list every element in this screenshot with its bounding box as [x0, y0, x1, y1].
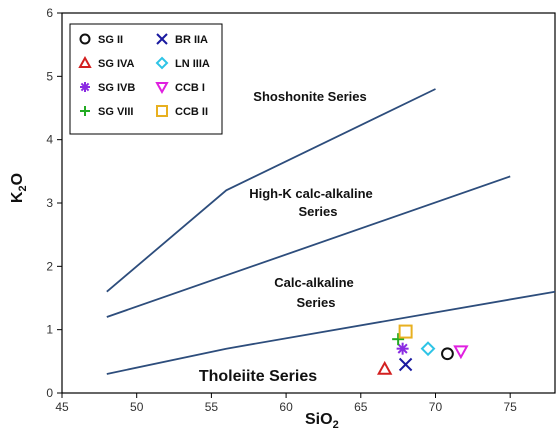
- x-tick-label: 75: [504, 400, 518, 414]
- legend-label: SG IVA: [98, 58, 135, 70]
- y-tick-label: 4: [46, 133, 53, 147]
- data-points: [376, 324, 469, 375]
- legend-item-sg-ii: SG II: [79, 33, 123, 46]
- y-axis-title: K2O: [9, 173, 29, 203]
- boundary-line-2: [106, 175, 511, 318]
- region-label-shoshonite: Shoshonite Series: [253, 89, 366, 104]
- data-point-sg-ii: [441, 347, 454, 361]
- legend-item-ccb-i: CCB I: [155, 82, 205, 95]
- legend-label: SG II: [98, 34, 123, 46]
- legend-item-ccb-ii: CCB II: [156, 105, 208, 118]
- x-tick-label: 65: [354, 400, 368, 414]
- legend-marker-square-icon: [156, 105, 168, 117]
- legend-marker-x-icon: [156, 33, 168, 45]
- x-axis-title: SiO2: [305, 411, 339, 431]
- legend-label: CCB II: [175, 106, 208, 118]
- region-label-tholeiite: Tholeiite Series: [199, 368, 317, 385]
- x-tick-label: 45: [55, 400, 69, 414]
- legend-label: SG IVB: [98, 82, 135, 94]
- y-tick-label: 2: [46, 259, 53, 273]
- data-point-ccb-i: [453, 345, 469, 360]
- boundary-line-1: [106, 88, 436, 293]
- x-tick-label: 70: [429, 400, 443, 414]
- y-tick-label: 5: [46, 69, 53, 83]
- legend-label: BR IIA: [175, 34, 208, 46]
- data-point-ln-iiia: [420, 341, 436, 357]
- legend-marker-triangle-down-icon: [155, 82, 169, 95]
- legend: SG II SG IVA SG IVB SG VIII BR IIA LN IIIA CCB…: [69, 23, 223, 135]
- legend-label: LN IIIA: [175, 58, 210, 70]
- region-label-high-k-series: Series: [298, 204, 337, 219]
- legend-marker-asterisk-icon: [80, 82, 90, 92]
- x-tick-label: 55: [205, 400, 219, 414]
- data-point-sg-iva: [376, 360, 393, 375]
- legend-marker-diamond-icon: [155, 56, 169, 70]
- region-labels: Shoshonite Series High-K calc-alkaline S…: [199, 89, 373, 385]
- legend-marker-plus-icon: [80, 106, 90, 116]
- legend-item-sg-ivb: SG IVB: [80, 82, 135, 94]
- x-tick-label: 60: [279, 400, 293, 414]
- legend-item-sg-iva: SG IVA: [78, 55, 135, 70]
- x-tick-label: 50: [130, 400, 144, 414]
- legend-label: SG VIII: [98, 106, 133, 118]
- y-tick-label: 3: [46, 196, 53, 210]
- legend-marker-triangle-up-icon: [78, 55, 92, 68]
- y-tick-label: 6: [46, 6, 53, 20]
- x-axis: 45 50 55 60 65 70 75: [55, 393, 517, 414]
- legend-box: [69, 23, 223, 135]
- legend-label: CCB I: [175, 82, 205, 94]
- legend-item-ln-iiia: LN IIIA: [155, 56, 210, 70]
- y-tick-label: 0: [46, 386, 53, 400]
- boundary-line-3: [106, 290, 556, 375]
- series-boundary-lines: [106, 88, 556, 375]
- y-axis: 0 1 2 3 4 5 6: [46, 6, 62, 400]
- y-tick-label: 1: [46, 323, 53, 337]
- region-label-calc-alkaline: Calc-alkaline: [274, 275, 354, 290]
- legend-item-sg-viii: SG VIII: [80, 106, 133, 118]
- data-point-ccb-ii: [398, 324, 413, 339]
- data-point-sg-viii: [392, 333, 405, 346]
- legend-marker-circle-icon: [79, 33, 91, 45]
- data-point-sg-ivb: [396, 342, 409, 355]
- legend-item-br-iia: BR IIA: [156, 33, 208, 46]
- data-point-br-iia: [398, 357, 413, 372]
- region-label-high-k: High-K calc-alkaline: [249, 186, 373, 201]
- region-label-calc-alkaline-series: Series: [296, 295, 335, 310]
